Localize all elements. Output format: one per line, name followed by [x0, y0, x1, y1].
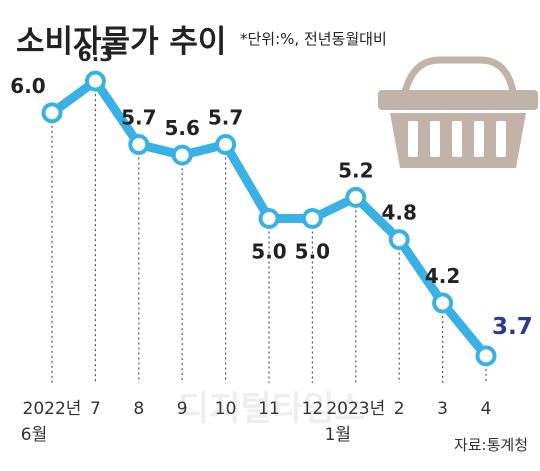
x-tick-label: 10 [215, 399, 237, 419]
watermark: 디지털타임스 [178, 389, 366, 429]
value-label: 3.7 [492, 314, 533, 340]
data-point [301, 208, 323, 229]
shopping-basket-icon [378, 56, 538, 168]
x-tick-label: 2 [394, 399, 405, 419]
value-label: 5.6 [164, 116, 199, 140]
data-point [171, 144, 193, 166]
x-tick-label: 7 [90, 399, 101, 419]
value-label: 5.0 [295, 240, 330, 264]
value-label: 6.0 [10, 74, 45, 98]
x-tick-label: 2022년 [23, 399, 82, 419]
value-label: 4.2 [425, 264, 460, 288]
value-labels: 6.0 6.3 5.7 5.6 5.7 5.0 5.0 5.2 4.8 4.2 3.7 [10, 42, 532, 340]
x-tick-label: 11 [258, 399, 280, 419]
x-tick-label: 8 [133, 399, 144, 419]
data-point [388, 229, 410, 251]
data-point [475, 345, 497, 367]
value-label: 5.2 [338, 158, 373, 182]
grid-lines [51, 89, 487, 383]
x-tick-label: 4 [481, 399, 492, 419]
value-label: 5.0 [251, 240, 286, 264]
data-point [345, 186, 367, 208]
value-label: 4.8 [381, 201, 416, 225]
value-label: 5.7 [208, 106, 243, 130]
chart-title: 소비자물가 추이 [16, 24, 226, 60]
data-point [41, 102, 63, 124]
x-axis-ticks: 2022년 6월 7 8 9 10 11 12 2023년 1월 2 3 4 [21, 399, 492, 445]
x-tick-label: 3 [437, 399, 448, 419]
chart-subtitle: *단위:%, 전년동월대비 [240, 30, 387, 48]
data-point [84, 70, 106, 92]
x-tick-label: 9 [177, 399, 188, 419]
data-point [128, 134, 150, 156]
x-tick-label: 2023년 [326, 399, 385, 419]
x-tick-label: 1월 [325, 425, 351, 445]
value-label: 6.3 [78, 42, 113, 66]
data-point [215, 134, 237, 156]
x-tick-label: 12 [302, 399, 324, 419]
value-label: 5.7 [121, 106, 156, 130]
source-note: 자료:통계청 [454, 436, 528, 454]
data-point [432, 292, 454, 314]
series-markers [41, 70, 497, 367]
data-point [258, 208, 280, 229]
x-tick-label: 6월 [21, 425, 47, 445]
